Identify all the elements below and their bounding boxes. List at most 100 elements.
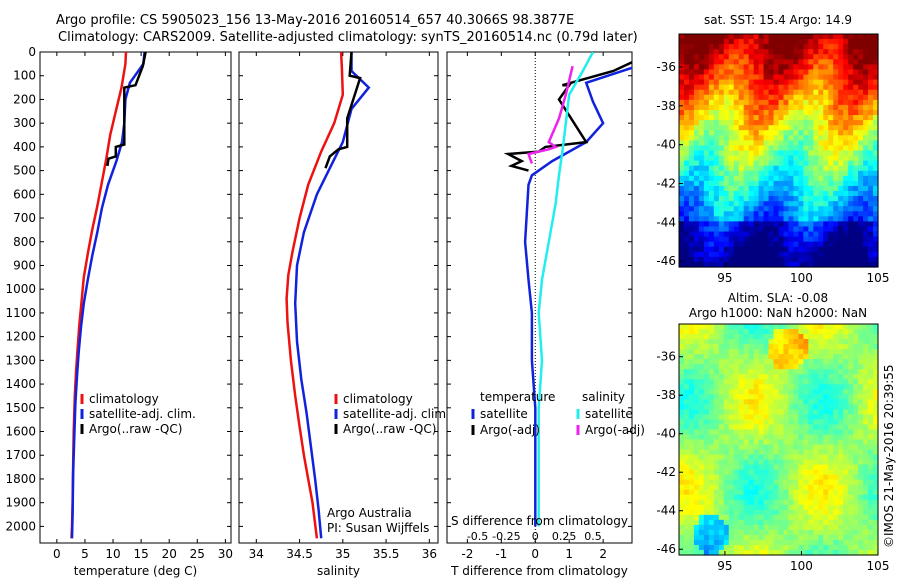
heatmap-cell	[688, 434, 695, 441]
heatmap-cell	[698, 241, 705, 248]
heatmap-cell	[718, 514, 725, 521]
heatmap-cell	[683, 329, 690, 335]
heatmap-cell	[863, 424, 869, 431]
heatmap-cell	[873, 211, 879, 217]
heatmap-cell	[698, 354, 705, 360]
heatmap-cell	[728, 130, 735, 136]
heatmap-cell	[693, 69, 700, 76]
heatmap-cell	[703, 464, 710, 471]
heatmap-cell	[873, 439, 879, 446]
heatmap-cell	[718, 444, 725, 451]
heatmap-cell	[793, 140, 799, 147]
heatmap-cell	[723, 206, 730, 212]
heatmap-cell	[763, 104, 770, 111]
heatmap-cell	[728, 444, 735, 451]
heatmap-cell	[798, 54, 804, 60]
heatmap-cell	[693, 89, 700, 96]
heatmap-cell	[823, 519, 829, 526]
heatmap-cell	[763, 241, 770, 248]
heatmap-cell	[708, 150, 715, 157]
heatmap-cell	[863, 125, 869, 131]
heatmap-cell	[703, 504, 710, 511]
heatmap-cell	[808, 94, 814, 101]
heatmap-cell	[808, 494, 814, 501]
heatmap-cell	[679, 519, 685, 526]
heatmap-cell	[728, 109, 735, 116]
heatmap-cell	[733, 160, 740, 167]
heatmap-cell	[703, 221, 710, 228]
heatmap-cell	[848, 474, 854, 481]
heatmap-cell	[853, 155, 859, 162]
heatmap-cell	[743, 201, 750, 207]
heatmap-cell	[863, 369, 869, 375]
heatmap-cell	[763, 449, 770, 456]
heatmap-cell	[778, 489, 785, 496]
heatmap-cell	[718, 334, 725, 340]
x-tick-label: 1	[565, 547, 573, 561]
heatmap-cell	[748, 185, 755, 192]
heatmap-cell	[803, 130, 809, 136]
heatmap-cell	[848, 504, 854, 511]
heatmap-cell	[748, 504, 755, 511]
heatmap-cell	[873, 261, 879, 268]
heatmap-cell	[828, 175, 834, 182]
heatmap-cell	[873, 84, 879, 91]
heatmap-cell	[808, 261, 814, 268]
heatmap-cell	[728, 529, 735, 536]
heatmap-cell	[713, 454, 720, 461]
heatmap-cell	[828, 241, 834, 248]
heatmap-cell	[858, 99, 864, 106]
heatmap-cell	[738, 180, 745, 187]
heatmap-cell	[793, 44, 799, 50]
heatmap-cell	[723, 191, 730, 197]
heatmap-cell	[793, 329, 799, 335]
heatmap-cell	[743, 434, 750, 441]
heatmap-cell	[773, 155, 780, 162]
heatmap-cell	[793, 364, 799, 370]
heatmap-cell	[723, 444, 730, 451]
heatmap-cell	[703, 251, 710, 258]
heatmap-cell	[823, 94, 829, 101]
heatmap-cell	[863, 89, 869, 96]
heatmap-cell	[788, 509, 795, 516]
heatmap-cell	[698, 394, 705, 400]
heatmap-cell	[853, 49, 859, 55]
heatmap-cell	[773, 120, 780, 126]
heatmap-cell	[763, 529, 770, 536]
heatmap-cell	[679, 246, 685, 253]
heatmap-cell	[818, 64, 824, 71]
heatmap-cell	[853, 514, 859, 521]
heatmap-cell	[853, 484, 859, 491]
heatmap-cell	[718, 449, 725, 456]
heatmap-cell	[773, 369, 780, 375]
heatmap-cell	[713, 130, 720, 136]
heatmap-cell	[788, 236, 795, 243]
heatmap-cell	[698, 509, 705, 516]
heatmap-cell	[703, 419, 710, 426]
heatmap-cell	[813, 324, 819, 330]
heatmap-cell	[763, 94, 770, 101]
heatmap-cell	[768, 160, 775, 167]
heatmap-cell	[728, 544, 735, 551]
heatmap-cell	[813, 354, 819, 360]
heatmap-cell	[768, 69, 775, 76]
heatmap-cell	[838, 324, 844, 330]
heatmap-cell	[843, 261, 849, 268]
heatmap-cell	[853, 454, 859, 461]
heatmap-cell	[748, 544, 755, 551]
heatmap-cell	[873, 221, 879, 228]
heatmap-cell	[843, 484, 849, 491]
heatmap-cell	[723, 69, 730, 76]
heatmap-cell	[793, 389, 799, 395]
heatmap-cell	[798, 474, 804, 481]
heatmap-cell	[863, 64, 869, 71]
heatmap-cell	[768, 509, 775, 516]
heatmap-cell	[793, 54, 799, 60]
heatmap-cell	[733, 84, 740, 91]
heatmap-cell	[808, 529, 814, 536]
heatmap-cell	[823, 140, 829, 147]
heatmap-cell	[713, 424, 720, 431]
heatmap-cell	[773, 484, 780, 491]
heatmap-cell	[788, 145, 795, 152]
heatmap-cell	[688, 135, 695, 141]
